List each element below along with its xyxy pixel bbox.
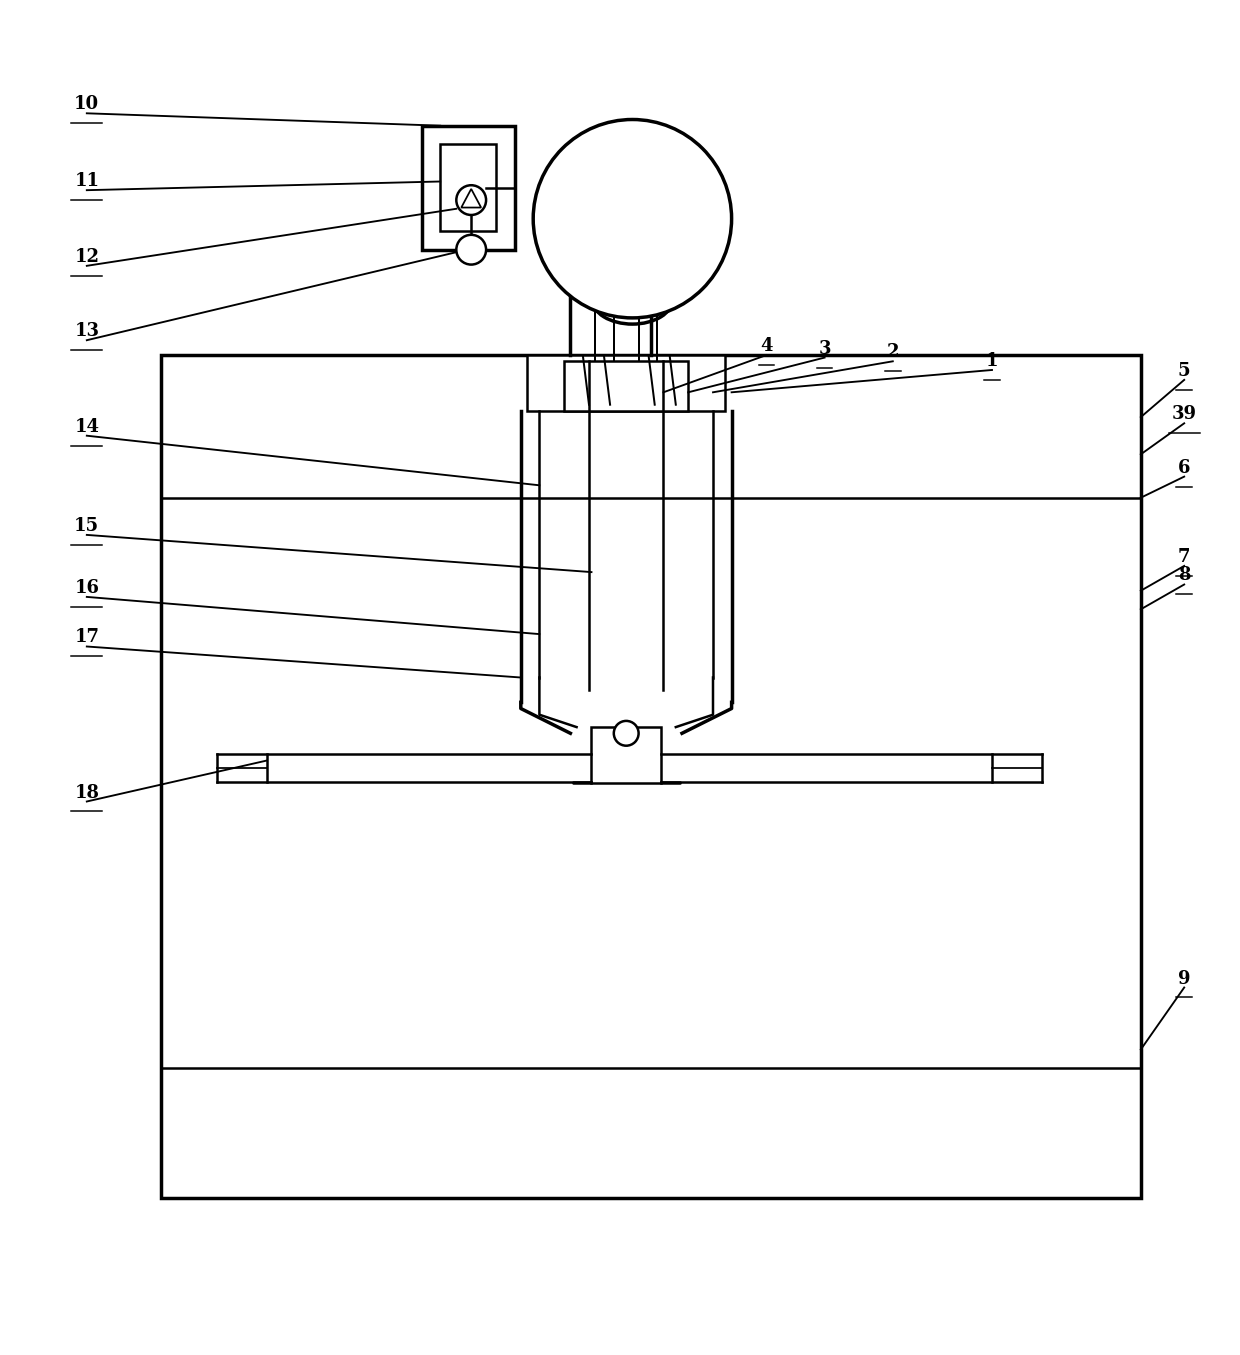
- Text: 5: 5: [1178, 362, 1190, 379]
- Bar: [564, 362, 688, 411]
- Text: 10: 10: [74, 95, 99, 114]
- Circle shape: [614, 721, 639, 745]
- Text: 9: 9: [1178, 969, 1190, 988]
- Text: 11: 11: [74, 172, 99, 190]
- Text: 13: 13: [74, 322, 99, 340]
- Text: 7: 7: [1178, 547, 1190, 566]
- Text: 2: 2: [887, 343, 899, 362]
- Text: 12: 12: [74, 248, 99, 266]
- Text: 17: 17: [74, 629, 99, 646]
- Bar: [527, 355, 725, 411]
- Bar: [440, 144, 496, 232]
- Polygon shape: [461, 188, 481, 207]
- Bar: [161, 355, 1141, 1198]
- Text: 8: 8: [1178, 566, 1190, 584]
- Text: 4: 4: [760, 337, 773, 355]
- Text: 6: 6: [1178, 458, 1190, 477]
- Circle shape: [533, 119, 732, 318]
- Bar: [422, 126, 515, 249]
- Text: 39: 39: [1172, 405, 1197, 423]
- Text: 16: 16: [74, 579, 99, 598]
- Text: 18: 18: [74, 783, 99, 802]
- Text: 14: 14: [74, 417, 99, 436]
- Text: 15: 15: [74, 516, 99, 535]
- Circle shape: [456, 234, 486, 264]
- Text: 3: 3: [818, 340, 831, 358]
- Circle shape: [456, 186, 486, 215]
- Text: 1: 1: [986, 352, 998, 370]
- Bar: [591, 728, 661, 783]
